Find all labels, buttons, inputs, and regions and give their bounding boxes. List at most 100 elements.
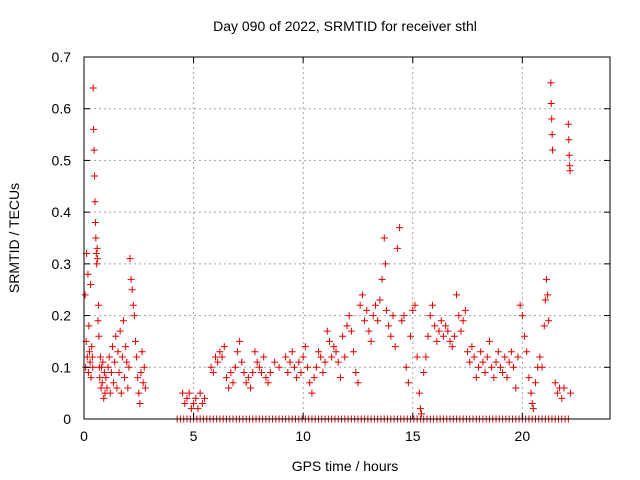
data-point (455, 312, 463, 320)
data-point (510, 363, 518, 371)
data-point (306, 379, 314, 387)
data-point (553, 389, 561, 397)
x-tick-label: 5 (190, 428, 198, 444)
data-point (479, 358, 487, 366)
data-point (341, 353, 349, 361)
data-point (565, 136, 573, 144)
data-point (398, 317, 406, 325)
y-tick-label: 0 (63, 411, 71, 427)
data-point (91, 218, 99, 226)
data-point (531, 379, 539, 387)
data-point (96, 374, 104, 382)
data-point (138, 348, 146, 356)
data-point (426, 312, 434, 320)
data-point (106, 389, 114, 397)
data-point (420, 368, 428, 376)
data-point (253, 358, 261, 366)
data-point (505, 358, 513, 366)
data-point (297, 368, 305, 376)
data-point (99, 358, 107, 366)
data-point (222, 374, 230, 382)
data-point (116, 327, 124, 335)
axis-ticks (83, 56, 610, 420)
data-point (446, 337, 454, 345)
plot-frame (83, 56, 611, 420)
data-point (185, 389, 193, 397)
data-point (97, 384, 105, 392)
data-point (114, 348, 122, 356)
data-point (516, 301, 524, 309)
data-point (92, 234, 100, 242)
data-point (123, 358, 131, 366)
data-point (304, 363, 312, 371)
data-point (266, 368, 274, 376)
data-point (229, 379, 237, 387)
data-point (424, 332, 432, 340)
data-point (124, 384, 132, 392)
data-point (321, 358, 329, 366)
data-point (422, 353, 430, 361)
data-point (343, 322, 351, 330)
data-point (136, 399, 144, 407)
data-point (435, 327, 443, 335)
data-point (475, 363, 482, 371)
data-point (111, 358, 119, 366)
data-point (209, 368, 217, 376)
data-point (196, 389, 204, 397)
data-point (374, 317, 382, 325)
data-point (181, 399, 189, 407)
data-point (225, 384, 233, 392)
data-point (365, 327, 373, 335)
data-point (92, 250, 100, 258)
data-point (115, 368, 123, 376)
data-point (130, 312, 138, 320)
data-point (393, 244, 401, 252)
data-point (369, 312, 377, 320)
tick-labels: 0 5 10 15 20 0 0.1 0.2 0.3 0.4 0.5 0.6 0.7 (52, 49, 531, 444)
data-point (100, 394, 108, 402)
x-tick-label: 15 (405, 428, 421, 444)
data-point (102, 374, 110, 382)
data-point (481, 368, 489, 376)
data-point (503, 374, 511, 382)
data-point (247, 384, 255, 392)
data-point (548, 115, 556, 123)
data-point (367, 337, 375, 345)
data-point (242, 379, 250, 387)
data-point (565, 151, 573, 159)
y-tick-label: 0.6 (52, 101, 72, 117)
data-point (396, 224, 404, 232)
data-point (358, 291, 366, 299)
data-point (551, 379, 559, 387)
data-point (93, 260, 101, 268)
data-point (244, 374, 252, 382)
data-point (255, 363, 263, 371)
data-point (262, 374, 270, 382)
data-point (139, 379, 147, 387)
data-point (413, 353, 421, 361)
data-point (339, 332, 347, 340)
data-point (361, 317, 369, 325)
data-point (218, 353, 226, 361)
data-point (439, 332, 447, 340)
data-point (567, 389, 575, 397)
data-point (492, 358, 500, 366)
data-point (518, 312, 526, 320)
data-point (528, 399, 536, 407)
data-point (212, 353, 219, 361)
data-point (310, 374, 318, 382)
data-point (389, 312, 397, 320)
data-point (98, 363, 106, 371)
grid-lines (84, 57, 610, 419)
data-point (466, 358, 474, 366)
data-point (330, 343, 338, 351)
data-point (490, 374, 498, 382)
data-point (91, 198, 99, 206)
data-point (89, 363, 97, 371)
data-point (121, 374, 129, 382)
data-point (85, 348, 93, 356)
x-tick-label: 10 (295, 428, 311, 444)
data-point (527, 389, 535, 397)
data-point (560, 384, 568, 392)
